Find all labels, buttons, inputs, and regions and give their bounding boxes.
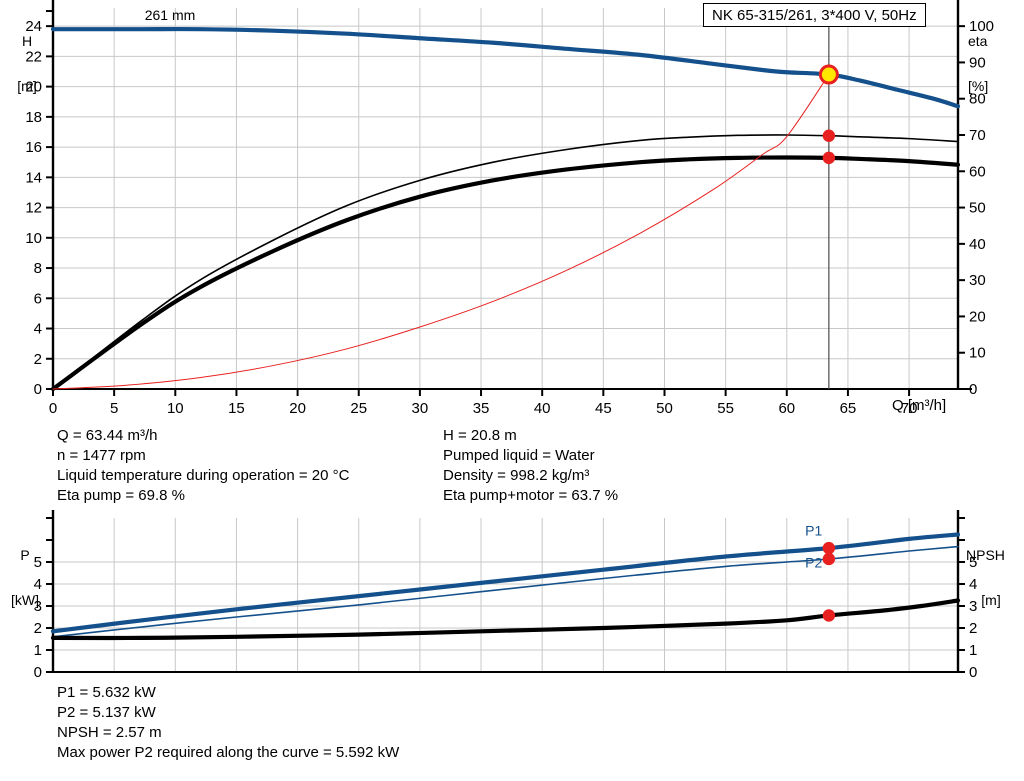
info-top-right-1: Pumped liquid = Water: [443, 447, 595, 464]
info-top-left-0: Q = 63.44 m³/h: [57, 427, 158, 444]
svg-text:5: 5: [110, 400, 118, 417]
info-bottom-3: Max power P2 required along the curve = …: [57, 744, 400, 761]
head-efficiency-plot: 0246810121416182022240102030405060708090…: [25, 0, 994, 417]
y2-axis-label-eta-line1: eta: [968, 33, 988, 49]
svg-text:50: 50: [656, 400, 673, 417]
p2-label: P2: [805, 555, 822, 571]
svg-text:30: 30: [412, 400, 429, 417]
y-axis-label-power-line2: [kW]: [11, 592, 39, 608]
svg-text:12: 12: [25, 200, 42, 217]
svg-text:55: 55: [717, 400, 734, 417]
y2-axis-label-npsh-line2: [m]: [981, 592, 1001, 608]
svg-text:1: 1: [34, 642, 42, 659]
svg-text:4: 4: [34, 321, 42, 338]
svg-text:6: 6: [34, 290, 42, 307]
x-axis-label-flow: Q [m³/h]: [892, 397, 947, 414]
info-top-left-3: Eta pump = 69.8 %: [57, 487, 185, 504]
info-bottom-1: P2 = 5.137 kW: [57, 704, 156, 721]
svg-text:24: 24: [25, 18, 42, 35]
svg-text:30: 30: [969, 272, 986, 289]
svg-text:3: 3: [969, 598, 977, 615]
svg-text:40: 40: [969, 236, 986, 253]
info-top-right-0: H = 20.8 m: [443, 427, 517, 444]
info-bottom-2: NPSH = 2.57 m: [57, 724, 162, 741]
svg-text:25: 25: [350, 400, 367, 417]
svg-text:2: 2: [34, 620, 42, 637]
chart-title-box: NK 65-315/261, 3*400 V, 50Hz: [703, 3, 926, 27]
info-top-right-3: Eta pump+motor = 63.7 %: [443, 487, 619, 504]
y2-axis-label-npsh: NPSH [m]: [966, 518, 1024, 638]
operating-data-top: Q = 63.44 m³/h n = 1477 rpm Liquid tempe…: [0, 420, 1024, 510]
y2-axis-label-eta-line2: [%]: [968, 78, 989, 94]
y-axis-label-head-line2: [m]: [17, 78, 37, 94]
svg-text:60: 60: [969, 163, 986, 180]
svg-text:0: 0: [34, 381, 42, 398]
svg-text:10: 10: [969, 345, 986, 362]
svg-text:8: 8: [34, 260, 42, 277]
svg-text:18: 18: [25, 109, 42, 126]
y-axis-label-power-line1: P: [20, 547, 30, 563]
svg-text:10: 10: [167, 400, 184, 417]
svg-text:2: 2: [969, 620, 977, 637]
svg-text:35: 35: [473, 400, 490, 417]
svg-text:10: 10: [25, 230, 42, 247]
svg-text:20: 20: [969, 308, 986, 325]
info-top-right-2: Density = 998.2 kg/m³: [443, 467, 590, 484]
svg-text:0: 0: [969, 664, 977, 680]
svg-text:0: 0: [34, 664, 42, 680]
svg-text:0: 0: [49, 400, 57, 417]
info-top-left-2: Liquid temperature during operation = 20…: [57, 467, 350, 484]
svg-text:5: 5: [34, 554, 42, 571]
svg-text:100: 100: [969, 18, 994, 35]
svg-text:70: 70: [969, 127, 986, 144]
svg-text:20: 20: [25, 79, 42, 96]
svg-text:70: 70: [901, 400, 918, 417]
svg-text:22: 22: [25, 48, 42, 65]
svg-text:90: 90: [969, 54, 986, 71]
y-axis-label-head: H [m]: [6, 4, 48, 124]
info-bottom-0: P1 = 5.632 kW: [57, 684, 156, 701]
info-top-left-1: n = 1477 rpm: [57, 447, 146, 464]
y-axis-label-head-line1: H: [21, 33, 33, 49]
svg-text:5: 5: [969, 554, 977, 571]
svg-text:4: 4: [34, 576, 42, 593]
svg-text:2: 2: [34, 351, 42, 368]
svg-text:50: 50: [969, 200, 986, 217]
y-axis-label-power: P [kW]: [2, 518, 48, 638]
svg-text:4: 4: [969, 576, 977, 593]
svg-text:40: 40: [534, 400, 551, 417]
svg-text:65: 65: [840, 400, 857, 417]
svg-text:80: 80: [969, 91, 986, 108]
svg-text:20: 20: [289, 400, 306, 417]
svg-text:45: 45: [595, 400, 612, 417]
power-npsh-chart: P [kW] NPSH [m] 0 1 2 3 4 5 0 1 2 3 4 5 P1 P2: [0, 510, 1024, 680]
svg-text:0: 0: [969, 381, 977, 398]
impeller-label: 261 mm: [145, 7, 196, 23]
svg-text:1: 1: [969, 642, 977, 659]
operating-data-bottom: P1 = 5.632 kW P2 = 5.137 kW NPSH = 2.57 …: [0, 680, 1024, 781]
svg-text:16: 16: [25, 139, 42, 156]
y2-axis-label-eta: eta [%]: [968, 4, 1018, 124]
svg-text:3: 3: [34, 598, 42, 615]
svg-text:60: 60: [778, 400, 795, 417]
y2-axis-label-npsh-line1: NPSH: [966, 547, 1005, 563]
svg-text:14: 14: [25, 169, 42, 186]
power-npsh-plot: 0 1 2 3 4 5 0 1 2 3 4 5 P1 P2: [34, 510, 977, 680]
svg-text:15: 15: [228, 400, 245, 417]
head-efficiency-chart: H [m] eta [%] NK 65-315/261, 3*400 V, 50…: [6, 0, 1018, 417]
p1-label: P1: [805, 523, 822, 539]
